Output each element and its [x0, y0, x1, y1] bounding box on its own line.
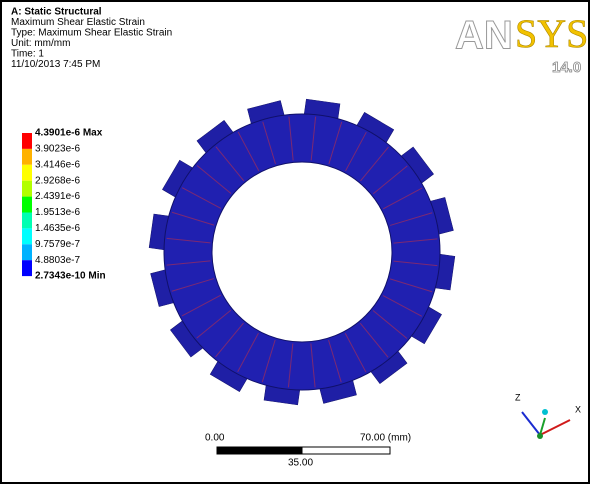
legend-label: 1.9513e-6 [35, 207, 80, 218]
triad-origin [537, 433, 543, 439]
header-line: Type: Maximum Shear Elastic Strain [11, 28, 172, 39]
legend-label: 4.8803e-7 [35, 255, 80, 266]
ring-inner [212, 162, 392, 342]
scale-mid: 35.00 [288, 458, 313, 469]
legend-label: 4.3901e-6 Max [35, 128, 103, 139]
legend-label: 2.7343e-10 Min [35, 271, 106, 282]
header-title: A: Static Structural [11, 7, 102, 18]
legend-color [22, 181, 32, 197]
legend-color [22, 165, 32, 181]
header-line: Maximum Shear Elastic Strain [11, 17, 145, 28]
triad-z-label: Z [515, 392, 521, 402]
logo-version: 14.0 [552, 59, 581, 76]
scale-end: 70.00 (mm) [360, 433, 411, 444]
legend-label: 3.4146e-6 [35, 159, 80, 170]
scale-start: 0.00 [205, 433, 225, 444]
header-line: Unit: mm/mm [11, 38, 70, 49]
page: A: Static Structural AN SYS 14.0 0.00 70… [0, 0, 590, 489]
header-line: Time: 1 [11, 49, 44, 60]
legend-color [22, 133, 32, 149]
scale-bar-white [302, 447, 390, 454]
legend-label: 9.7579e-7 [35, 239, 80, 250]
legend-label: 1.4635e-6 [35, 223, 80, 234]
legend-color [22, 213, 32, 229]
legend-label: 2.9268e-6 [35, 175, 80, 186]
viewport: A: Static Structural AN SYS 14.0 0.00 70… [0, 0, 590, 484]
legend-label: 3.9023e-6 [35, 144, 80, 155]
logo-an: AN [455, 14, 513, 58]
legend-label: 2.4391e-6 [35, 191, 80, 202]
triad-iso [542, 409, 548, 415]
legend-color [22, 197, 32, 213]
legend-color [22, 149, 32, 165]
logo-sys: SYS [515, 11, 588, 56]
legend-color [22, 244, 32, 260]
scale-bar-black [217, 447, 302, 454]
legend-color [22, 228, 32, 244]
legend-color [22, 260, 32, 276]
header-line: 11/10/2013 7:45 PM [11, 59, 100, 70]
triad-x-label: X [575, 404, 581, 414]
